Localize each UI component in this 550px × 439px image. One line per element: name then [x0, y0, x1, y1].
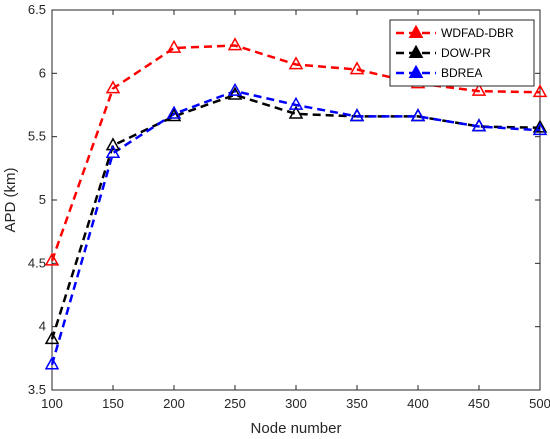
- legend-marker-dow-pr: [408, 44, 424, 58]
- series-lines: [50, 44, 541, 366]
- y-tick-label: 3.5: [28, 382, 46, 397]
- x-tick-label: 250: [224, 396, 246, 411]
- x-tick-label: 100: [41, 396, 63, 411]
- data-point-bdrea: [349, 108, 365, 122]
- data-point-dow-pr: [532, 119, 548, 133]
- y-tick-label: 6.5: [28, 2, 46, 17]
- data-point-bdrea: [105, 144, 121, 158]
- data-point-bdrea: [44, 356, 60, 370]
- legend-marker-bdrea: [408, 64, 424, 78]
- legend-marker-wdfad-dbr: [408, 24, 424, 38]
- legend-label-wdfad-dbr: WDFAD-DBR: [441, 26, 514, 40]
- legend: WDFAD-DBR DOW-PR BDREA: [389, 19, 535, 87]
- data-point-bdrea: [410, 108, 426, 122]
- series-markers: [44, 37, 548, 370]
- series-line-wdfad-dbr: [50, 44, 541, 262]
- y-tick-label: 6: [39, 65, 46, 80]
- data-point-wdfad-dbr: [532, 84, 548, 98]
- x-tick-label: 350: [346, 396, 368, 411]
- y-tick-label: 4.5: [28, 255, 46, 270]
- data-point-bdrea: [288, 96, 304, 110]
- data-point-dow-pr: [105, 137, 121, 151]
- y-tick-label: 4: [39, 319, 46, 334]
- x-tick-label: 500: [529, 396, 550, 411]
- series-line-bdrea: [50, 89, 541, 366]
- x-tick-label: 150: [102, 396, 124, 411]
- x-tick-label: 200: [163, 396, 185, 411]
- x-tick-label: 450: [468, 396, 490, 411]
- x-axis-label: Node number: [251, 420, 342, 437]
- legend-label-bdrea: BDREA: [441, 66, 482, 80]
- data-point-wdfad-dbr: [227, 37, 243, 51]
- y-tick-label: 5.5: [28, 129, 46, 144]
- series-line-dow-pr: [50, 93, 541, 340]
- data-point-dow-pr: [44, 331, 60, 345]
- y-tick-label: 5: [39, 192, 46, 207]
- data-point-dow-pr: [166, 108, 182, 122]
- data-point-wdfad-dbr: [44, 252, 60, 266]
- y-axis-label: APD (km): [2, 168, 19, 233]
- data-point-dow-pr: [227, 86, 243, 100]
- data-point-wdfad-dbr: [288, 56, 304, 70]
- data-point-wdfad-dbr: [166, 39, 182, 53]
- legend-label-dow-pr: DOW-PR: [441, 46, 491, 60]
- data-point-bdrea: [471, 118, 487, 132]
- x-tick-label: 300: [285, 396, 307, 411]
- data-point-wdfad-dbr: [471, 82, 487, 96]
- x-tick-label: 400: [407, 396, 429, 411]
- data-point-dow-pr: [288, 105, 304, 119]
- data-point-bdrea: [166, 105, 182, 119]
- axis-ticks: 100 150 200 250 300 350 400 450 500 3.5 4 4.5 5 5.5 6 6…: [28, 2, 550, 411]
- data-point-bdrea: [227, 82, 243, 96]
- data-point-bdrea: [532, 122, 548, 136]
- data-point-wdfad-dbr: [349, 61, 365, 75]
- data-point-wdfad-dbr: [105, 80, 121, 94]
